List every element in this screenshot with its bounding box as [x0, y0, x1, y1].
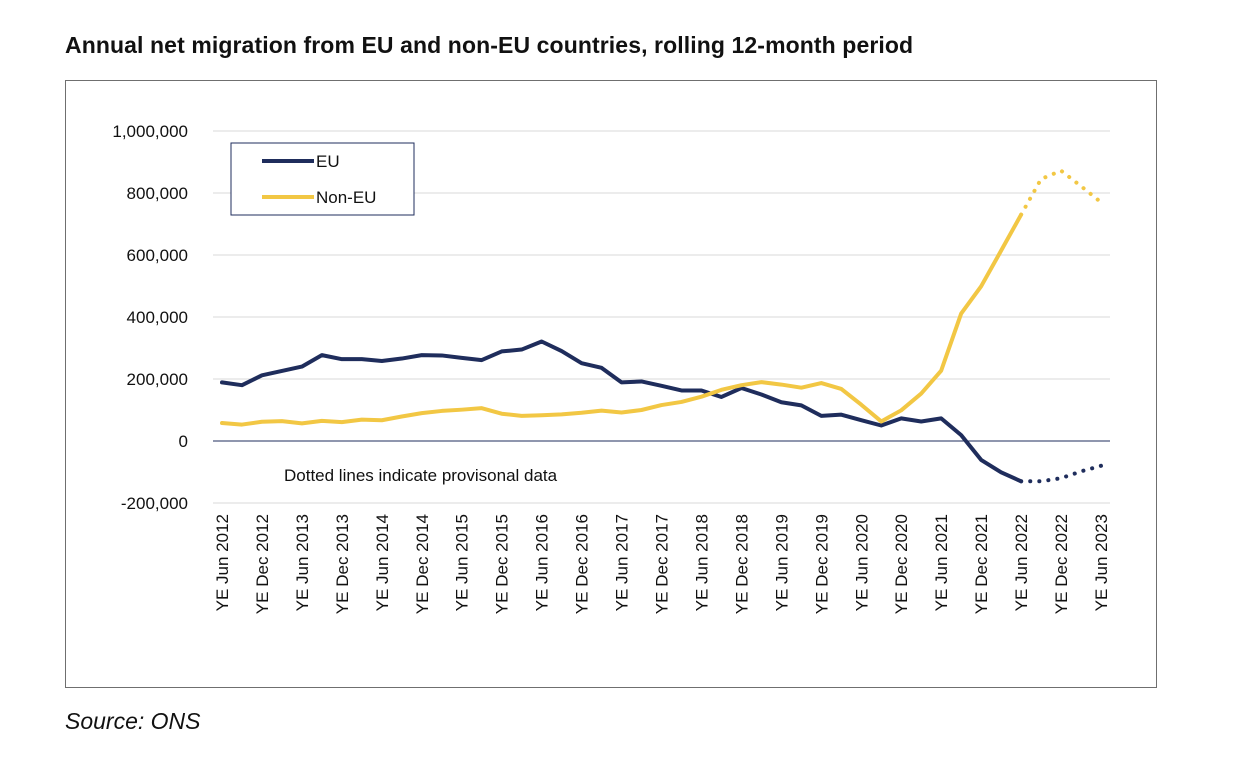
- x-tick-label: YE Dec 2018: [732, 514, 751, 614]
- x-tick-label: YE Dec 2019: [812, 514, 831, 614]
- x-tick-label: YE Jun 2017: [613, 514, 632, 611]
- x-tick-label: YE Jun 2015: [453, 514, 472, 611]
- y-tick-label: -200,000: [121, 494, 188, 513]
- y-tick-label: 400,000: [127, 308, 188, 327]
- x-tick-label: YE Jun 2013: [293, 514, 312, 611]
- x-tick-label: YE Jun 2021: [932, 514, 951, 611]
- series-line-eu: [220, 339, 1024, 484]
- y-tick-label: 1,000,000: [112, 122, 188, 141]
- legend-box: [230, 142, 415, 216]
- x-tick-label: YE Dec 2022: [1052, 514, 1071, 614]
- legend-label-non-eu: Non-EU: [316, 188, 376, 207]
- y-tick-label: 800,000: [127, 184, 188, 203]
- chart-title: Annual net migration from EU and non-EU …: [65, 32, 914, 58]
- y-tick-label: 600,000: [127, 246, 188, 265]
- provisional-data-note: Dotted lines indicate provisonal data: [284, 466, 558, 485]
- x-tick-label: YE Jun 2019: [772, 514, 791, 611]
- y-tick-label: 0: [179, 432, 188, 451]
- x-tick-label: YE Jun 2012: [213, 514, 232, 611]
- x-tick-label: YE Dec 2017: [653, 514, 672, 614]
- series-line-non-eu: [220, 212, 1024, 427]
- x-tick-label: YE Jun 2022: [1012, 514, 1031, 611]
- series-lines: [220, 168, 1103, 484]
- x-tick-label: YE Dec 2012: [253, 514, 272, 614]
- x-tick-label: YE Jun 2014: [373, 514, 392, 611]
- y-tick-label: 200,000: [127, 370, 188, 389]
- x-tick-label: YE Dec 2021: [972, 514, 991, 614]
- x-tick-label: YE Dec 2015: [493, 514, 512, 614]
- x-tick-label: YE Jun 2020: [852, 514, 871, 611]
- x-tick-label: YE Jun 2016: [533, 514, 552, 611]
- x-axis-tick-labels: YE Jun 2012 YE Dec 2012 YE Jun 2013 YE Dec …: [213, 514, 1111, 614]
- legend: EU Non-EU: [230, 142, 415, 216]
- x-tick-label: YE Dec 2013: [333, 514, 352, 614]
- x-tick-label: YE Jun 2023: [1092, 514, 1111, 611]
- x-tick-label: YE Dec 2014: [413, 514, 432, 614]
- x-tick-label: YE Dec 2020: [892, 514, 911, 614]
- source-note: Source: ONS: [65, 708, 201, 734]
- series-line-eu-provisional: [1019, 463, 1103, 484]
- y-axis-tick-labels: -200,000 0 200,000 400,000 600,000 800,000 1,0…: [112, 122, 188, 513]
- legend-label-eu: EU: [316, 152, 340, 171]
- series-line-non-eu-provisional: [1019, 168, 1103, 217]
- x-tick-label: YE Dec 2016: [573, 514, 592, 614]
- x-tick-label: YE Jun 2018: [692, 514, 711, 611]
